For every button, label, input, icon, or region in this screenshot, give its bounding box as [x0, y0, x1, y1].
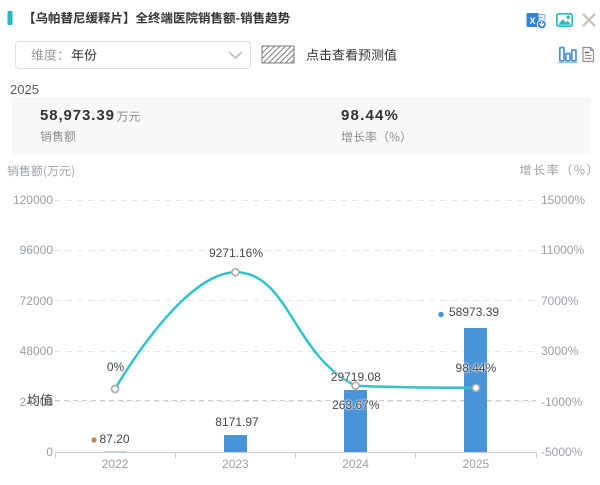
svg-text:X: X — [529, 16, 535, 26]
